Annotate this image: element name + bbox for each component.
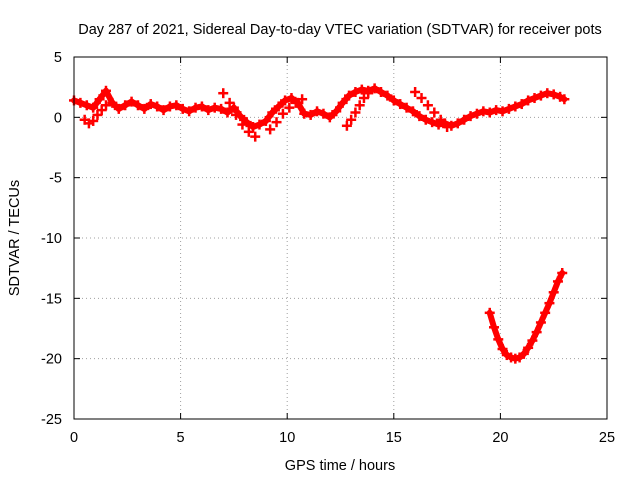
y-tick-label: -20 [41, 352, 62, 368]
x-tick-label: 25 [599, 430, 615, 446]
x-tick-label: 5 [177, 430, 185, 446]
x-tick-label: 0 [70, 430, 78, 446]
chart-title: Day 287 of 2021, Sidereal Day-to-day VTE… [78, 22, 602, 38]
x-tick-label: 10 [279, 430, 295, 446]
x-tick-label: 20 [492, 430, 508, 446]
y-tick-label: 5 [54, 50, 62, 66]
y-tick-label: -5 [49, 171, 62, 187]
axis-ticks: 0 5 10 15 20 25 -25 -20 -15 -10 -5 0 5 [41, 50, 615, 446]
y-tick-label: -15 [41, 291, 62, 307]
y-tick-label: -25 [41, 412, 62, 428]
y-tick-label: -10 [41, 231, 62, 247]
x-axis-label: GPS time / hours [285, 458, 395, 474]
y-tick-label: 0 [54, 110, 62, 126]
x-tick-label: 15 [386, 430, 402, 446]
y-axis-label: SDTVAR / TECUs [7, 180, 23, 296]
data-points [69, 83, 570, 364]
